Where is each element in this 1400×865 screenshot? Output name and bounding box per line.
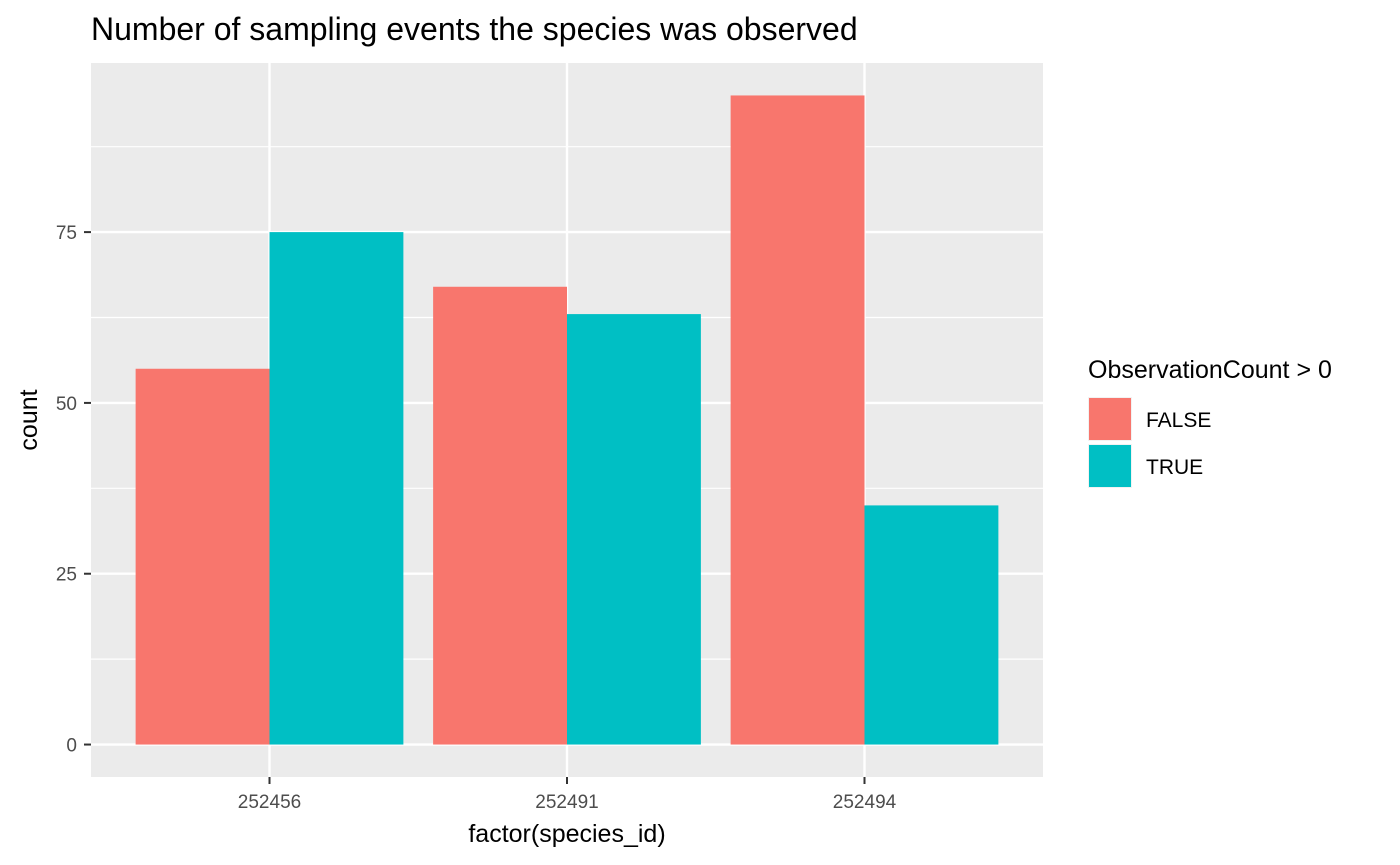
- legend-title: ObservationCount > 0: [1088, 356, 1332, 384]
- y-tick-label: 25: [56, 565, 77, 586]
- y-tick-label: 50: [56, 394, 77, 415]
- chart-title: Number of sampling events the species wa…: [91, 11, 858, 47]
- x-tick-label: 252494: [833, 792, 897, 813]
- x-tick-label: 252456: [238, 792, 301, 813]
- y-tick-label: 0: [66, 736, 77, 757]
- x-tick-label: 252491: [535, 792, 598, 813]
- bar-false-252456: [135, 368, 270, 745]
- legend-label: FALSE: [1146, 409, 1211, 432]
- bars: [135, 95, 999, 745]
- x-axis: 252456 252491 252494: [238, 777, 897, 813]
- y-axis: 0 25 50 75: [56, 223, 91, 757]
- y-axis-title: count: [15, 389, 43, 450]
- bar-true-252494: [864, 505, 999, 745]
- y-tick-label: 75: [56, 223, 77, 244]
- x-axis-title: factor(species_id): [468, 820, 665, 848]
- legend-key-false: [1089, 398, 1131, 440]
- bar-true-252456: [269, 232, 404, 745]
- legend-key-true: [1089, 445, 1131, 487]
- bar-false-252491: [433, 286, 567, 745]
- legend-label: TRUE: [1146, 456, 1203, 479]
- bar-false-252494: [730, 95, 865, 745]
- legend: ObservationCount > 0 FALSE TRUE: [1088, 356, 1332, 488]
- bar-true-252491: [567, 314, 701, 745]
